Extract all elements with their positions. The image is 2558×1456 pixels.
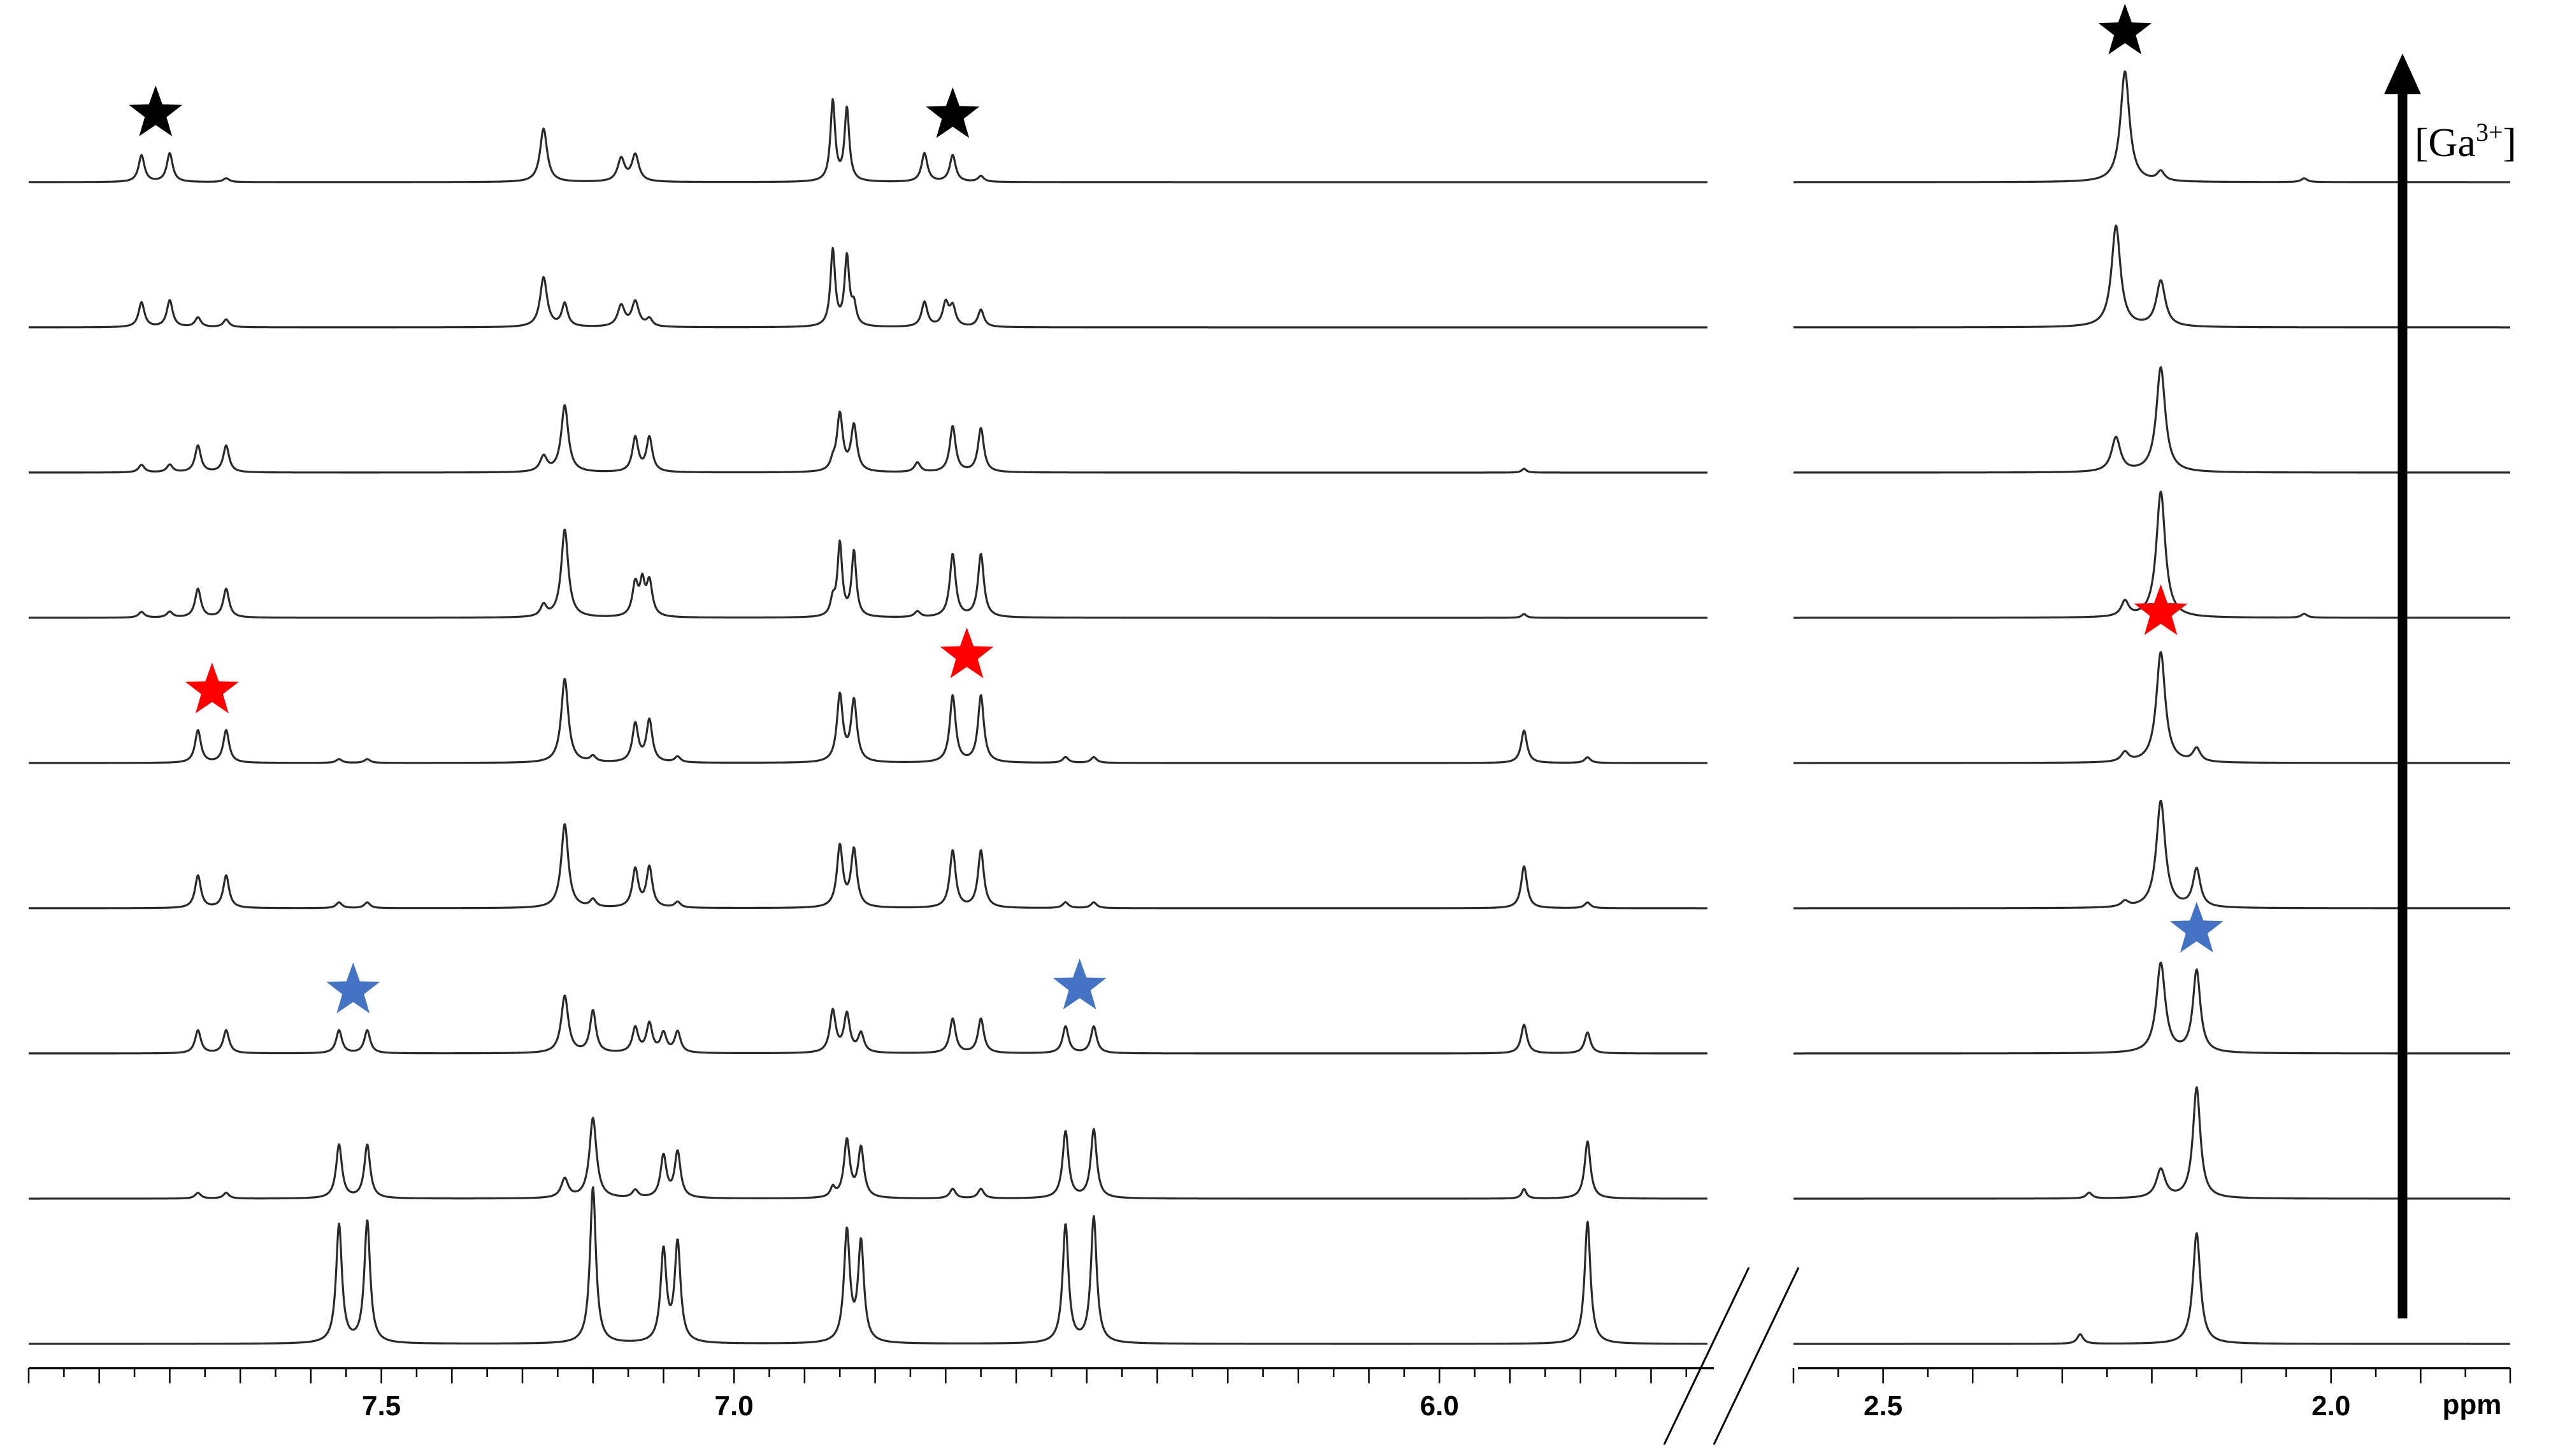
spectrum-trace-9-panel-2	[1793, 70, 2511, 183]
x-axis-label: ppm	[2443, 1389, 2502, 1420]
spectrum-trace-1-panel-2	[1793, 1232, 2511, 1345]
spectrum-trace-8-panel-2	[1793, 224, 2511, 329]
x-tick-label: 2.0	[2311, 1390, 2350, 1422]
concentration-label: [Ga3+]	[2415, 118, 2517, 165]
star-marker	[129, 85, 183, 136]
spectrum-trace-7-panel-2	[1793, 366, 2511, 474]
spectrum-trace-5-panel-2	[1793, 651, 2511, 764]
star-marker	[2134, 584, 2188, 635]
spectrum-trace-2-panel-2	[1793, 1086, 2511, 1200]
x-tick-label: 2.5	[1864, 1390, 1902, 1422]
x-tick-label: 7.0	[715, 1390, 754, 1422]
spectrum-trace-6-panel-1	[28, 529, 1708, 619]
concentration-arrow-head	[2384, 54, 2421, 94]
star-marker	[185, 662, 239, 713]
star-marker	[940, 627, 994, 678]
axis-break-mark	[1663, 1267, 1750, 1445]
x-tick-label: 6.0	[1420, 1390, 1459, 1422]
spectrum-trace-2-panel-1	[28, 1117, 1708, 1200]
axis-break-mark	[1713, 1267, 1800, 1445]
spectrum-trace-8-panel-1	[28, 246, 1708, 329]
spectrum-trace-9-panel-1	[28, 98, 1708, 183]
x-tick-label: 7.5	[362, 1390, 401, 1422]
spectra-stack	[28, 70, 2511, 1345]
x-axis-ticks: 7.5 7.0 6.0 2.5 2.0	[27, 1368, 2511, 1422]
spectrum-trace-5-panel-1	[28, 678, 1708, 764]
spectrum-trace-3-panel-1	[28, 994, 1708, 1055]
spectrum-trace-4-panel-2	[1793, 799, 2511, 910]
spectrum-trace-4-panel-1	[28, 823, 1708, 910]
star-marker	[1053, 959, 1107, 1010]
star-marker	[926, 87, 980, 138]
star-marker	[2170, 901, 2224, 953]
spectrum-trace-7-panel-1	[28, 404, 1708, 474]
star-marker	[2098, 3, 2152, 55]
peak-markers	[129, 3, 2224, 1013]
spectrum-trace-6-panel-2	[1793, 490, 2511, 619]
star-marker	[326, 962, 380, 1013]
spectrum-trace-1-panel-1	[28, 1186, 1708, 1345]
spectrum-trace-3-panel-2	[1793, 961, 2511, 1055]
